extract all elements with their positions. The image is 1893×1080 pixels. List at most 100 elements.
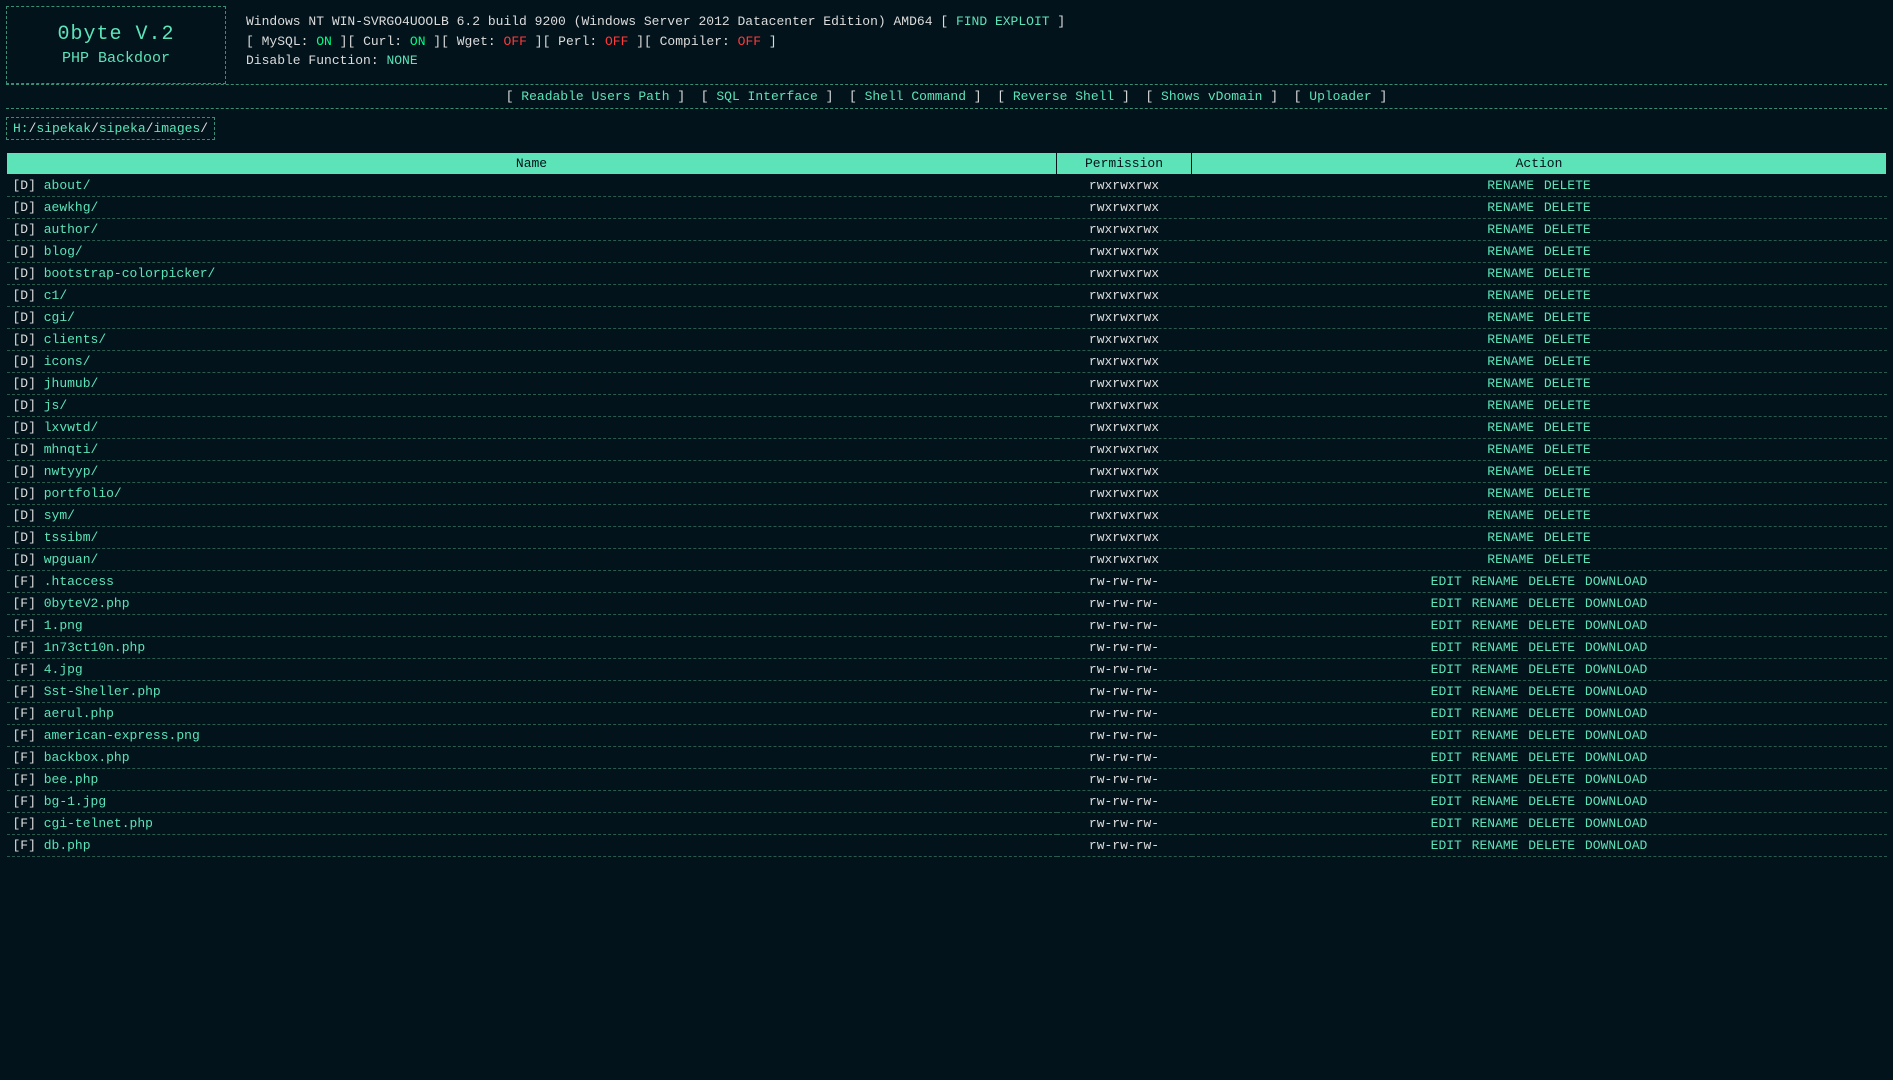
menu-readable-users[interactable]: Readable Users Path	[521, 89, 669, 104]
file-link[interactable]: .htaccess	[44, 574, 114, 589]
delete-link[interactable]: DELETE	[1544, 178, 1591, 193]
file-link[interactable]: cgi-telnet.php	[44, 816, 153, 831]
dir-link[interactable]: aewkhg/	[44, 200, 99, 215]
download-link[interactable]: DOWNLOAD	[1585, 794, 1647, 809]
rename-link[interactable]: RENAME	[1487, 530, 1534, 545]
dir-link[interactable]: about/	[44, 178, 91, 193]
delete-link[interactable]: DELETE	[1544, 420, 1591, 435]
file-link[interactable]: bg-1.jpg	[44, 794, 106, 809]
rename-link[interactable]: RENAME	[1472, 772, 1519, 787]
delete-link[interactable]: DELETE	[1528, 772, 1575, 787]
delete-link[interactable]: DELETE	[1544, 530, 1591, 545]
download-link[interactable]: DOWNLOAD	[1585, 596, 1647, 611]
download-link[interactable]: DOWNLOAD	[1585, 706, 1647, 721]
breadcrumb-segment[interactable]: sipeka	[99, 121, 146, 136]
edit-link[interactable]: EDIT	[1431, 728, 1462, 743]
edit-link[interactable]: EDIT	[1431, 574, 1462, 589]
find-exploit-link[interactable]: FIND EXPLOIT	[956, 14, 1050, 29]
edit-link[interactable]: EDIT	[1431, 662, 1462, 677]
rename-link[interactable]: RENAME	[1487, 266, 1534, 281]
menu-shows-vdomain[interactable]: Shows vDomain	[1161, 89, 1262, 104]
dir-link[interactable]: mhnqti/	[44, 442, 99, 457]
breadcrumb-segment[interactable]: sipekak	[36, 121, 91, 136]
file-link[interactable]: 0byteV2.php	[44, 596, 130, 611]
dir-link[interactable]: jhumub/	[44, 376, 99, 391]
download-link[interactable]: DOWNLOAD	[1585, 728, 1647, 743]
rename-link[interactable]: RENAME	[1472, 662, 1519, 677]
delete-link[interactable]: DELETE	[1544, 244, 1591, 259]
download-link[interactable]: DOWNLOAD	[1585, 816, 1647, 831]
edit-link[interactable]: EDIT	[1431, 706, 1462, 721]
rename-link[interactable]: RENAME	[1472, 838, 1519, 853]
edit-link[interactable]: EDIT	[1431, 640, 1462, 655]
edit-link[interactable]: EDIT	[1431, 596, 1462, 611]
dir-link[interactable]: wpguan/	[44, 552, 99, 567]
download-link[interactable]: DOWNLOAD	[1585, 838, 1647, 853]
delete-link[interactable]: DELETE	[1528, 816, 1575, 831]
delete-link[interactable]: DELETE	[1528, 728, 1575, 743]
delete-link[interactable]: DELETE	[1528, 618, 1575, 633]
rename-link[interactable]: RENAME	[1487, 332, 1534, 347]
rename-link[interactable]: RENAME	[1487, 354, 1534, 369]
rename-link[interactable]: RENAME	[1487, 288, 1534, 303]
dir-link[interactable]: nwtyyp/	[44, 464, 99, 479]
rename-link[interactable]: RENAME	[1472, 640, 1519, 655]
download-link[interactable]: DOWNLOAD	[1585, 772, 1647, 787]
delete-link[interactable]: DELETE	[1544, 288, 1591, 303]
rename-link[interactable]: RENAME	[1487, 244, 1534, 259]
menu-reverse-shell[interactable]: Reverse Shell	[1013, 89, 1114, 104]
file-link[interactable]: bee.php	[44, 772, 99, 787]
edit-link[interactable]: EDIT	[1431, 750, 1462, 765]
rename-link[interactable]: RENAME	[1472, 596, 1519, 611]
file-link[interactable]: 4.jpg	[44, 662, 83, 677]
rename-link[interactable]: RENAME	[1472, 750, 1519, 765]
delete-link[interactable]: DELETE	[1544, 398, 1591, 413]
download-link[interactable]: DOWNLOAD	[1585, 574, 1647, 589]
menu-shell-command[interactable]: Shell Command	[865, 89, 966, 104]
menu-sql-interface[interactable]: SQL Interface	[716, 89, 817, 104]
dir-link[interactable]: js/	[44, 398, 67, 413]
rename-link[interactable]: RENAME	[1487, 398, 1534, 413]
dir-link[interactable]: c1/	[44, 288, 67, 303]
rename-link[interactable]: RENAME	[1487, 310, 1534, 325]
delete-link[interactable]: DELETE	[1528, 838, 1575, 853]
file-link[interactable]: Sst-Sheller.php	[44, 684, 161, 699]
menu-uploader[interactable]: Uploader	[1309, 89, 1371, 104]
delete-link[interactable]: DELETE	[1528, 640, 1575, 655]
edit-link[interactable]: EDIT	[1431, 838, 1462, 853]
rename-link[interactable]: RENAME	[1487, 222, 1534, 237]
rename-link[interactable]: RENAME	[1487, 376, 1534, 391]
delete-link[interactable]: DELETE	[1544, 442, 1591, 457]
delete-link[interactable]: DELETE	[1528, 574, 1575, 589]
edit-link[interactable]: EDIT	[1431, 618, 1462, 633]
delete-link[interactable]: DELETE	[1544, 266, 1591, 281]
delete-link[interactable]: DELETE	[1528, 750, 1575, 765]
rename-link[interactable]: RENAME	[1472, 574, 1519, 589]
delete-link[interactable]: DELETE	[1528, 794, 1575, 809]
delete-link[interactable]: DELETE	[1544, 332, 1591, 347]
rename-link[interactable]: RENAME	[1487, 464, 1534, 479]
delete-link[interactable]: DELETE	[1528, 662, 1575, 677]
dir-link[interactable]: bootstrap-colorpicker/	[44, 266, 216, 281]
file-link[interactable]: aerul.php	[44, 706, 114, 721]
dir-link[interactable]: clients/	[44, 332, 106, 347]
edit-link[interactable]: EDIT	[1431, 684, 1462, 699]
rename-link[interactable]: RENAME	[1487, 486, 1534, 501]
delete-link[interactable]: DELETE	[1544, 200, 1591, 215]
delete-link[interactable]: DELETE	[1528, 684, 1575, 699]
delete-link[interactable]: DELETE	[1528, 706, 1575, 721]
rename-link[interactable]: RENAME	[1472, 728, 1519, 743]
rename-link[interactable]: RENAME	[1487, 442, 1534, 457]
download-link[interactable]: DOWNLOAD	[1585, 750, 1647, 765]
file-link[interactable]: 1.png	[44, 618, 83, 633]
edit-link[interactable]: EDIT	[1431, 816, 1462, 831]
rename-link[interactable]: RENAME	[1472, 684, 1519, 699]
rename-link[interactable]: RENAME	[1487, 552, 1534, 567]
delete-link[interactable]: DELETE	[1544, 486, 1591, 501]
file-link[interactable]: american-express.png	[44, 728, 200, 743]
rename-link[interactable]: RENAME	[1487, 508, 1534, 523]
dir-link[interactable]: tssibm/	[44, 530, 99, 545]
rename-link[interactable]: RENAME	[1487, 178, 1534, 193]
dir-link[interactable]: icons/	[44, 354, 91, 369]
delete-link[interactable]: DELETE	[1544, 222, 1591, 237]
